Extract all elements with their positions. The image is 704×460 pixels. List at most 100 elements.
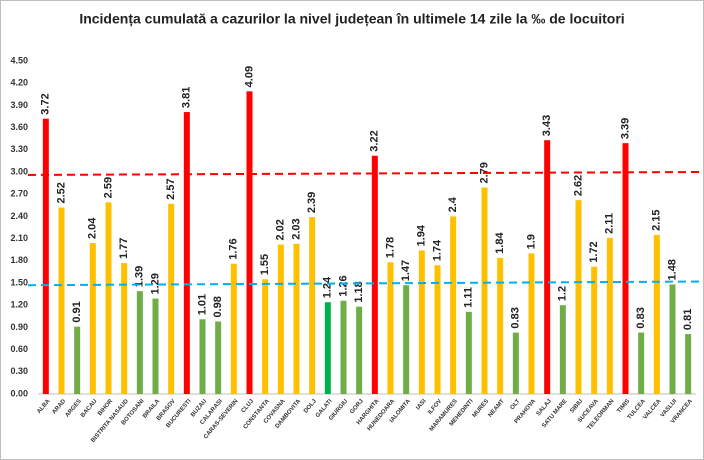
value-label: 1.55 <box>259 254 271 275</box>
value-label: 2.11 <box>604 213 616 234</box>
y-tick-label: 2.10 <box>10 233 28 243</box>
bar <box>653 234 660 394</box>
value-label: 2.39 <box>306 192 318 213</box>
bar <box>121 263 128 394</box>
bar <box>293 243 300 394</box>
bar <box>199 319 206 394</box>
bar <box>215 321 222 394</box>
bar <box>403 285 410 394</box>
y-tick-label: 0.90 <box>10 322 28 332</box>
value-label: 4.09 <box>243 66 255 87</box>
y-tick-label: 3.60 <box>10 122 28 132</box>
y-tick-label: 1.20 <box>10 300 28 310</box>
bar <box>324 302 331 394</box>
value-label: 1.9 <box>525 234 537 249</box>
y-tick-label: 4.20 <box>10 78 28 88</box>
value-label: 0.81 <box>682 309 694 330</box>
bar <box>387 262 394 394</box>
bar <box>606 237 613 394</box>
bar <box>58 207 65 394</box>
value-label: 3.81 <box>181 87 193 108</box>
value-label: 2.62 <box>572 175 584 196</box>
value-label: 2.52 <box>55 182 67 203</box>
value-label: 1.24 <box>322 276 334 298</box>
bar <box>262 279 269 394</box>
value-label: 0.98 <box>212 296 224 317</box>
value-label: 2.15 <box>651 209 663 230</box>
bar <box>168 203 175 394</box>
y-tick-label: 4.50 <box>10 55 28 65</box>
bar <box>89 243 96 394</box>
value-label: 3.22 <box>369 130 381 151</box>
bar <box>230 263 237 394</box>
bar <box>465 311 472 394</box>
bar <box>512 332 519 394</box>
bar <box>371 155 378 394</box>
bar <box>356 306 363 394</box>
value-label: 1.78 <box>384 237 396 258</box>
value-label: 1.26 <box>337 275 349 296</box>
value-label: 1.11 <box>463 287 475 308</box>
value-label: 1.39 <box>134 266 146 287</box>
value-label: 2.4 <box>447 196 459 212</box>
y-tick-label: 2.40 <box>10 211 28 221</box>
value-label: 2.57 <box>165 178 177 199</box>
bar <box>136 291 143 394</box>
bar <box>497 257 504 394</box>
y-tick-label: 3.00 <box>10 166 28 176</box>
value-label: 3.39 <box>619 118 631 139</box>
value-label: 0.83 <box>635 307 647 328</box>
reference-line <box>27 171 703 176</box>
bar <box>544 140 551 394</box>
value-label: 1.29 <box>149 273 161 294</box>
y-tick-label: 0.00 <box>10 388 28 398</box>
value-label: 1.48 <box>666 259 678 280</box>
bar <box>74 326 81 394</box>
bar <box>105 202 112 394</box>
y-tick-label: 2.70 <box>10 189 28 199</box>
bar <box>434 265 441 394</box>
value-label: 1.74 <box>431 239 443 261</box>
bar <box>559 305 566 394</box>
value-label: 0.83 <box>510 307 522 328</box>
bar <box>450 216 457 394</box>
bar <box>575 200 582 394</box>
value-label: 3.72 <box>40 93 52 114</box>
bar <box>481 187 488 394</box>
value-label: 2.04 <box>87 217 99 239</box>
bar <box>183 112 190 394</box>
value-label: 1.76 <box>228 238 240 259</box>
value-label: 2.59 <box>102 177 114 198</box>
value-label: 1.18 <box>353 281 365 302</box>
reference-line <box>27 280 703 287</box>
y-tick-label: 1.50 <box>10 277 28 287</box>
bar <box>685 334 692 394</box>
bar <box>42 118 49 394</box>
y-tick-label: 1.80 <box>10 255 28 265</box>
value-label: 1.77 <box>118 238 130 259</box>
value-label: 1.01 <box>196 294 208 315</box>
bar <box>591 266 598 394</box>
y-tick-label: 3.30 <box>10 144 28 154</box>
y-tick-label: 0.60 <box>10 344 28 354</box>
value-label: 1.94 <box>416 224 428 246</box>
y-tick-label: 3.90 <box>10 100 28 110</box>
bar <box>669 284 676 394</box>
value-label: 2.02 <box>275 219 287 240</box>
bar <box>152 298 159 394</box>
value-label: 1.2 <box>557 286 569 301</box>
value-label: 1.84 <box>494 232 506 254</box>
bar <box>638 332 645 394</box>
value-label: 1.47 <box>400 260 412 281</box>
value-label: 0.91 <box>71 301 83 322</box>
bar <box>340 300 347 394</box>
bar <box>309 217 316 394</box>
bar <box>418 250 425 394</box>
bar <box>528 253 535 394</box>
bar <box>246 91 253 394</box>
y-tick-label: 0.30 <box>10 366 28 376</box>
value-label: 2.03 <box>290 218 302 239</box>
chart-title: Incidența cumulată a cazurilor la nivel … <box>79 11 624 27</box>
